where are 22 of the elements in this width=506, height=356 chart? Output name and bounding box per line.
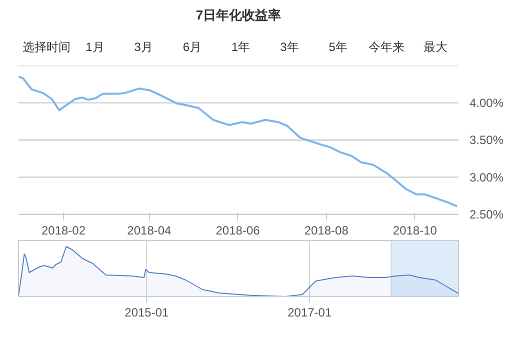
text: 今年来 <box>368 40 405 54</box>
text: 6月 <box>182 40 202 54</box>
x-tick-label: 2018-10 <box>392 224 438 238</box>
text: 5年 <box>328 40 348 54</box>
text: 3年 <box>280 40 299 54</box>
y-tick-label: 2.50% <box>470 208 504 222</box>
line-series <box>18 76 458 208</box>
x-tick-label: 2017-01 <box>288 306 332 320</box>
y-tick-label: 3.00% <box>470 170 504 184</box>
x-tick-label: 2018-04 <box>127 224 172 238</box>
text: 1年 <box>231 40 250 54</box>
y-tick-label: 4.00% <box>470 96 504 110</box>
text: 选择时间 <box>22 40 70 54</box>
y-tick-label: 3.50% <box>470 133 504 147</box>
x-tick-label: 2015-01 <box>124 306 170 320</box>
chart-title: 7日年化收益率 <box>196 8 282 22</box>
text: 最大 <box>423 40 448 54</box>
text: 1月 <box>86 40 104 54</box>
x-tick-label: 2018-08 <box>304 224 349 238</box>
text: 3月 <box>134 40 153 54</box>
x-tick-label: 2018-02 <box>41 224 86 238</box>
x-tick-label: 2018-06 <box>216 224 260 238</box>
